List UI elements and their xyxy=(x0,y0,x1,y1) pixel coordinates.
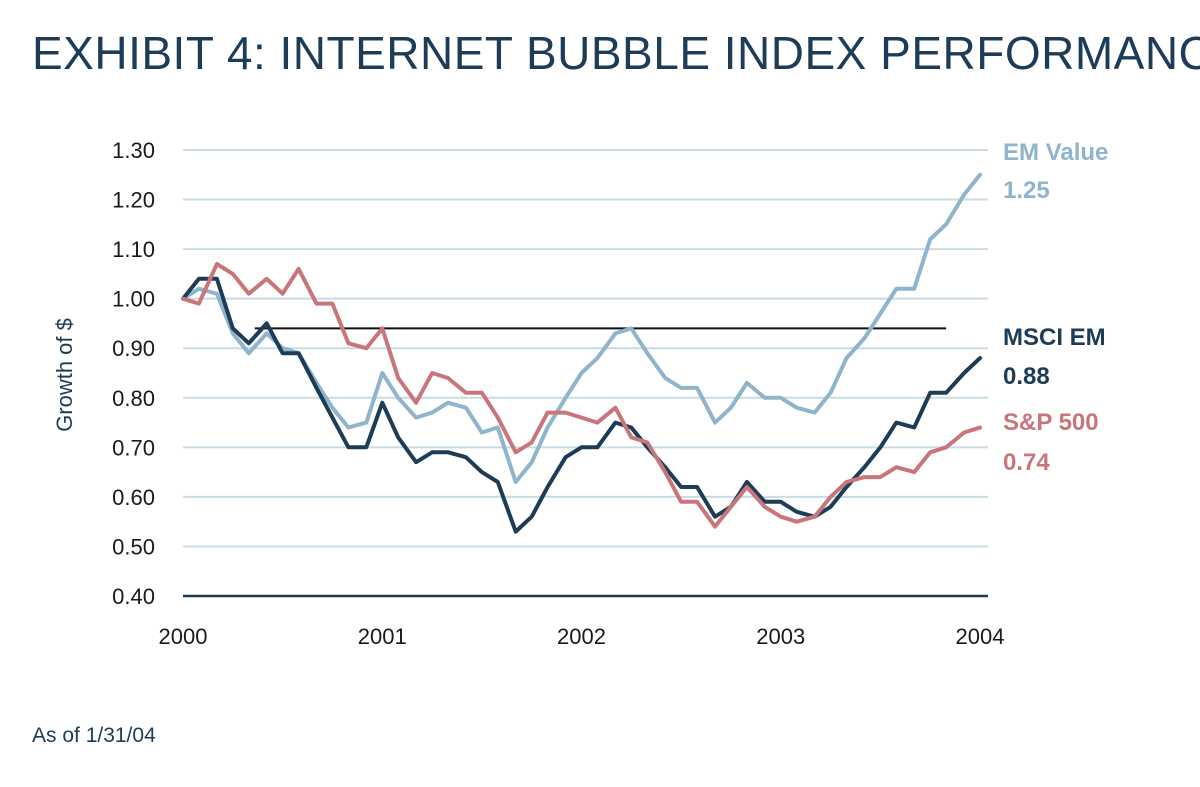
y-tick-label: 0.90 xyxy=(112,336,155,361)
footnote: As of 1/31/04 xyxy=(32,724,156,747)
y-tick-labels: 0.40 0.50 0.60 0.70 0.80 0.90 1.00 1.10 1.20 1.30 xyxy=(112,138,155,609)
y-tick-label: 0.50 xyxy=(112,534,155,559)
y-tick-label: 0.60 xyxy=(112,485,155,510)
series-label-em-value: EM Value xyxy=(1003,139,1108,166)
y-tick-label: 1.10 xyxy=(112,237,155,262)
x-tick-label: 2004 xyxy=(956,624,1005,649)
y-tick-label: 1.30 xyxy=(112,138,155,163)
series-label-s-p-500: S&P 500 xyxy=(1003,409,1099,436)
y-axis-title: Growth of $ xyxy=(52,318,77,432)
series-line-em-value xyxy=(181,172,982,484)
y-tick-label: 0.70 xyxy=(112,435,155,460)
x-tick-label: 2000 xyxy=(159,624,208,649)
series-end-labels: EM Value 1.25 MSCI EM 0.88 S&P 500 0.74 xyxy=(1003,139,1108,476)
x-tick-label: 2001 xyxy=(358,624,407,649)
chart-title: EXHIBIT 4: INTERNET BUBBLE INDEX PERFORM… xyxy=(32,27,1200,79)
y-tick-label: 1.20 xyxy=(112,188,155,213)
x-tick-label: 2002 xyxy=(557,624,606,649)
series-line-msci-em xyxy=(181,276,982,534)
series-lines xyxy=(181,172,982,534)
series-final-value-em-value: 1.25 xyxy=(1003,177,1050,204)
y-tick-label: 1.00 xyxy=(112,287,155,312)
line-chart: 0.40 0.50 0.60 0.70 0.80 0.90 1.00 1.10 1.20 1.30… xyxy=(52,138,1108,649)
series-label-msci-em: MSCI EM xyxy=(1003,324,1106,351)
y-tick-label: 0.40 xyxy=(112,584,155,609)
x-tick-labels: 2000 2001 2002 2003 2004 xyxy=(159,624,1005,649)
gridlines xyxy=(183,149,988,548)
x-tick-label: 2003 xyxy=(756,624,805,649)
series-line-s-p-500 xyxy=(181,262,982,529)
series-final-value-s-p-500: 0.74 xyxy=(1003,449,1050,476)
series-final-value-msci-em: 0.88 xyxy=(1003,363,1050,390)
y-tick-label: 0.80 xyxy=(112,386,155,411)
